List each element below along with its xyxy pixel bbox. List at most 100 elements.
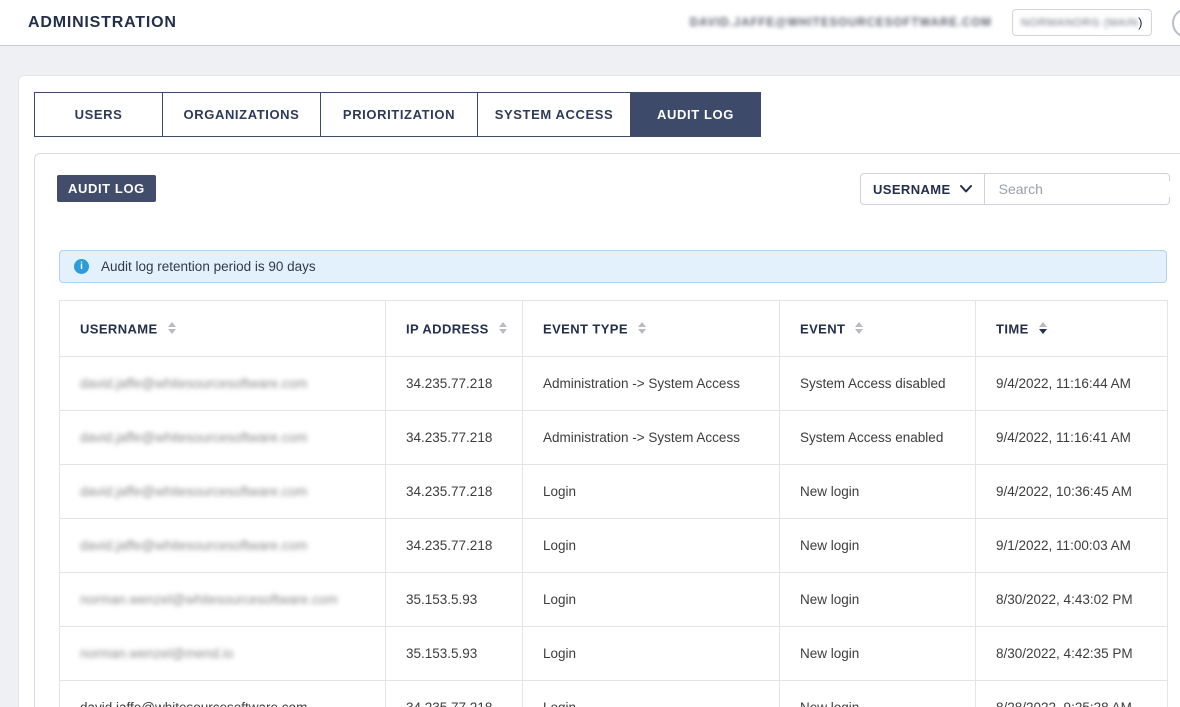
- cell-time: 8/28/2022, 9:25:28 AM: [975, 680, 1168, 707]
- cell-event: System Access disabled: [779, 356, 976, 411]
- event-text: New login: [800, 538, 860, 553]
- org-name-paren: ): [1138, 15, 1143, 30]
- cell-event-type: Login: [522, 626, 780, 681]
- avatar[interactable]: [1172, 7, 1180, 38]
- column-header-ip-address[interactable]: IP ADDRESS: [385, 300, 523, 357]
- cell-username: norman.wenzel@mend.io: [59, 626, 386, 681]
- cell-username: david.jaffe@whitesourcesoftware.com: [59, 356, 386, 411]
- cell-event-type: Login: [522, 464, 780, 519]
- panel-title-badge: AUDIT LOG: [57, 175, 156, 202]
- time-text: 9/4/2022, 10:36:45 AM: [996, 484, 1132, 499]
- cell-time: 9/4/2022, 11:16:44 AM: [975, 356, 1168, 411]
- cell-event-type: Administration -> System Access: [522, 410, 780, 465]
- cell-ip: 34.235.77.218: [385, 464, 523, 519]
- tab-bar: USERS ORGANIZATIONS PRIORITIZATION SYSTEM A…: [34, 92, 1180, 137]
- retention-banner-text: Audit log retention period is 90 days: [101, 259, 316, 274]
- column-label: IP ADDRESS: [406, 320, 489, 336]
- ip-text: 34.235.77.218: [406, 538, 493, 553]
- event_type-text: Administration -> System Access: [543, 376, 740, 391]
- cell-time: 9/4/2022, 10:36:45 AM: [975, 464, 1168, 519]
- table-row: david.jaffe@whitesourcesoftware.com 34.23…: [59, 518, 1168, 573]
- org-selector[interactable]: NORMANORG (MAIN): [1011, 9, 1152, 36]
- ip-text: 35.153.5.93: [406, 646, 478, 661]
- tab-prioritization[interactable]: PRIORITIZATION: [320, 92, 478, 137]
- cell-ip: 35.153.5.93: [385, 572, 523, 627]
- column-label: EVENT TYPE: [543, 320, 628, 336]
- cell-ip: 34.235.77.218: [385, 410, 523, 465]
- table-row: david.jaffe@whitesourcesoftware.com 34.23…: [59, 464, 1168, 519]
- user-email: DAVID.JAFFE@WHITESOURCESOFTWARE.COM: [689, 16, 992, 29]
- table-header-row: USERNAME IP ADDRESS EVENT TYPE EVENT TIME: [59, 300, 1168, 357]
- cell-time: 8/30/2022, 4:42:35 PM: [975, 626, 1168, 681]
- event-text: System Access disabled: [800, 376, 946, 391]
- filter-field-label: USERNAME: [873, 181, 951, 197]
- event-text: New login: [800, 646, 860, 661]
- event_type-text: Login: [543, 592, 577, 607]
- cell-event: System Access enabled: [779, 410, 976, 465]
- table-row: david.jaffe@whitesourcesoftware.com 34.23…: [59, 410, 1168, 465]
- event-text: New login: [800, 484, 860, 499]
- column-header-event[interactable]: EVENT: [779, 300, 976, 357]
- sort-icon: [167, 322, 176, 335]
- username-text: norman.wenzel@whitesourcesoftware.com: [80, 592, 338, 607]
- table-row: norman.wenzel@mend.io 35.153.5.93 Login New…: [59, 626, 1168, 681]
- time-text: 8/30/2022, 4:42:35 PM: [996, 646, 1133, 661]
- event-text: New login: [800, 592, 860, 607]
- event_type-text: Login: [543, 646, 577, 661]
- cell-username: david.jaffe@whitesourcesoftware.com: [59, 464, 386, 519]
- event_type-text: Login: [543, 484, 577, 499]
- event_type-text: Administration -> System Access: [543, 430, 740, 445]
- cell-username: david.jaffe@whitesourcesoftware.com: [59, 680, 386, 707]
- cell-ip: 34.235.77.218: [385, 680, 523, 707]
- time-text: 8/28/2022, 9:25:28 AM: [996, 700, 1132, 707]
- cell-username: david.jaffe@whitesourcesoftware.com: [59, 410, 386, 465]
- tab-organizations[interactable]: ORGANIZATIONS: [162, 92, 321, 137]
- column-header-time[interactable]: TIME: [975, 300, 1168, 357]
- audit-log-table: USERNAME IP ADDRESS EVENT TYPE EVENT TIME da…: [59, 300, 1168, 707]
- cell-event: New login: [779, 626, 976, 681]
- cell-time: 9/1/2022, 11:00:03 AM: [975, 518, 1168, 573]
- column-label: USERNAME: [80, 320, 158, 336]
- table-row: norman.wenzel@whitesourcesoftware.com 35.…: [59, 572, 1168, 627]
- retention-banner: i Audit log retention period is 90 days: [59, 250, 1167, 283]
- sort-icon: [1038, 322, 1047, 335]
- tab-system-access[interactable]: SYSTEM ACCESS: [477, 92, 631, 137]
- tab-audit-log[interactable]: AUDIT LOG: [630, 92, 761, 137]
- cell-username: norman.wenzel@whitesourcesoftware.com: [59, 572, 386, 627]
- cell-ip: 35.153.5.93: [385, 626, 523, 681]
- cell-ip: 34.235.77.218: [385, 356, 523, 411]
- ip-text: 34.235.77.218: [406, 430, 493, 445]
- column-header-event-type[interactable]: EVENT TYPE: [522, 300, 780, 357]
- cell-event-type: Login: [522, 518, 780, 573]
- sort-icon: [855, 322, 864, 335]
- table-row: david.jaffe@whitesourcesoftware.com 34.23…: [59, 680, 1168, 707]
- filter-field-dropdown[interactable]: USERNAME: [861, 174, 985, 204]
- cell-event-type: Login: [522, 680, 780, 707]
- cell-event: New login: [779, 464, 976, 519]
- time-text: 9/4/2022, 11:16:41 AM: [996, 430, 1131, 445]
- event-text: New login: [800, 700, 859, 707]
- admin-card: USERS ORGANIZATIONS PRIORITIZATION SYSTEM A…: [18, 75, 1180, 707]
- time-text: 8/30/2022, 4:43:02 PM: [996, 592, 1133, 607]
- app-header: ADMINISTRATION DAVID.JAFFE@WHITESOURCESO…: [0, 0, 1180, 46]
- column-label: EVENT: [800, 320, 846, 336]
- username-text: david.jaffe@whitesourcesoftware.com: [80, 700, 307, 707]
- search-input[interactable]: [984, 181, 1180, 197]
- cell-event: New login: [779, 680, 976, 707]
- ip-text: 34.235.77.218: [406, 700, 492, 707]
- ip-text: 34.235.77.218: [406, 376, 493, 391]
- org-name: NORMANORG (MAIN: [1020, 16, 1139, 29]
- username-text: david.jaffe@whitesourcesoftware.com: [80, 376, 308, 391]
- column-label: TIME: [996, 320, 1029, 336]
- username-text: david.jaffe@whitesourcesoftware.com: [80, 538, 308, 553]
- tab-users[interactable]: USERS: [34, 92, 163, 137]
- sort-icon: [498, 322, 507, 335]
- audit-log-panel: AUDIT LOG USERNAME i Audit log retention…: [34, 153, 1180, 707]
- cell-time: 9/4/2022, 11:16:41 AM: [975, 410, 1168, 465]
- time-text: 9/1/2022, 11:00:03 AM: [996, 538, 1131, 553]
- cell-username: david.jaffe@whitesourcesoftware.com: [59, 518, 386, 573]
- page-title: ADMINISTRATION: [28, 13, 177, 31]
- cell-event: New login: [779, 518, 976, 573]
- column-header-username[interactable]: USERNAME: [59, 300, 386, 357]
- cell-event: New login: [779, 572, 976, 627]
